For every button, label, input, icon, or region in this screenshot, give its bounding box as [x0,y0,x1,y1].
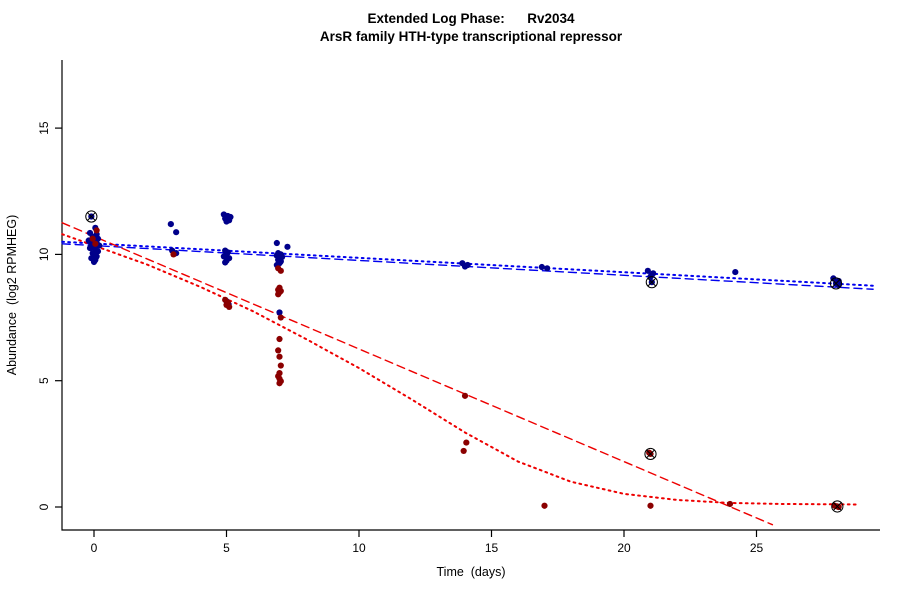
condition-blue-point [284,243,291,250]
x-tick-label: 5 [223,541,230,555]
condition-red-point [276,335,283,343]
flagged-point-circle [829,277,843,290]
x-tick-label: 15 [485,541,499,555]
x-tick-label: 0 [91,541,98,555]
condition-blue-point [94,248,102,255]
condition-red-point [226,303,233,311]
flagged-point-circle [85,210,98,223]
flagged-point-x [646,449,655,459]
condition-blue-point [276,309,283,316]
condition-blue-point [222,259,229,266]
flagged-point-x [87,212,96,221]
red-dotted-fit [61,233,859,506]
condition-red-point [277,362,284,369]
condition-red-point [647,502,654,509]
flagged-point-circle [645,276,658,289]
condition-red-point [276,353,283,360]
condition-red-point [277,314,284,321]
condition-blue-point [461,263,469,270]
flagged-point-circle [644,447,657,461]
condition-red-point [835,503,842,511]
condition-blue-point [538,263,545,271]
y-tick-label: 10 [37,247,51,261]
y-tick-label: 15 [37,121,51,135]
condition-blue-point [544,265,551,272]
condition-red-point [726,500,734,508]
condition-blue-point [223,218,230,225]
flagged-point-x [833,502,842,511]
x-tick-label: 20 [617,541,631,555]
condition-red-point [461,392,469,399]
condition-blue-point [173,229,180,236]
condition-red-point [541,502,548,509]
x-tick-label: 10 [352,541,366,555]
condition-red-point [89,235,96,242]
condition-blue-point [86,244,94,252]
chart-title: Extended Log Phase: Rv2034 [367,11,575,26]
condition-blue-point [273,239,280,247]
flagged-point-circle [831,500,844,513]
axis-frame [61,60,880,531]
chart-subtitle: ArsR family HTH-type transcriptional rep… [320,29,623,44]
condition-red-point [277,267,284,274]
condition-red-point [92,240,99,247]
plot-area: 0 5 10 15 20 25 0 5 10 15 [37,60,880,555]
flagged-point-x [647,277,657,287]
condition-red-point [275,347,282,354]
x-axis-label: Time (days) [437,565,506,579]
condition-blue-point [90,258,98,266]
condition-red-point [170,251,177,258]
condition-red-point [276,380,283,387]
condition-blue-point [644,267,651,274]
x-tick-label: 25 [750,541,764,555]
red-dashed-fit [61,222,774,526]
flagged-point-x [831,279,841,288]
y-axis-label: Abundance (log2 RPMHEG) [5,215,19,376]
condition-red-point [93,227,100,234]
y-tick-label: 5 [37,377,51,384]
y-tick-label: 0 [37,503,51,510]
condition-blue-point [732,268,739,276]
condition-red-point [275,291,282,298]
condition-red-point [460,447,467,455]
condition-blue-point [167,220,174,228]
condition-red-point [463,439,470,446]
